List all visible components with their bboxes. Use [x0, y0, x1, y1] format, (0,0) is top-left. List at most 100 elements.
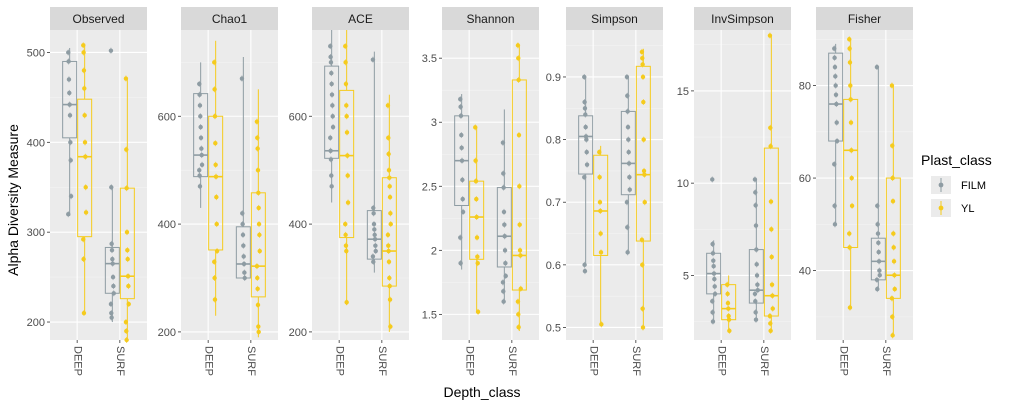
data-point [711, 258, 716, 263]
data-point [770, 306, 775, 311]
data-point [344, 300, 349, 305]
strip-ace [312, 7, 409, 30]
data-point [599, 322, 604, 327]
panel-chao1: Chao1 200 400 600 DEEP SURF [158, 7, 278, 376]
data-point [754, 247, 759, 252]
legend: Plast_class FILM YL [921, 152, 992, 217]
data-point [475, 254, 480, 259]
data-point [502, 234, 507, 239]
y-tick-label: 0.9 [546, 72, 561, 84]
data-point [753, 190, 758, 195]
x-tick-label-deep: DEEP [837, 346, 849, 376]
data-point [832, 222, 838, 227]
data-point [458, 260, 463, 266]
data-point [753, 317, 759, 322]
data-point [239, 76, 245, 81]
box-group-chao1-surf-yl [250, 89, 266, 338]
data-point [834, 101, 839, 107]
data-point [240, 211, 245, 216]
box-group-observed-deep-yl [77, 42, 93, 317]
data-point [197, 103, 203, 108]
strip-fisher [816, 7, 913, 30]
data-point [890, 333, 895, 338]
data-point [889, 83, 895, 88]
data-point [891, 245, 896, 250]
panel-bg-simpson [566, 30, 663, 340]
data-point [755, 282, 760, 287]
data-point [890, 314, 895, 320]
box-group-shannon-deep-yl [469, 124, 485, 315]
data-point [343, 232, 348, 238]
data-point [124, 337, 129, 343]
data-point [500, 140, 506, 145]
data-point [387, 175, 392, 180]
box-group-observed-surf-film [104, 47, 120, 323]
data-point [256, 221, 262, 227]
data-point [370, 254, 376, 259]
data-point [255, 302, 261, 308]
y-tick-label: 300 [27, 227, 45, 239]
data-point [328, 157, 334, 162]
data-point [640, 55, 645, 61]
data-point [110, 261, 115, 266]
data-point [257, 232, 262, 238]
box-group-simpson-deep-yl [593, 145, 609, 328]
data-point [597, 174, 602, 180]
box-group-observed-surf-yl [119, 75, 135, 343]
data-point [847, 46, 852, 51]
data-point [892, 286, 897, 292]
data-point [584, 149, 589, 155]
data-point [198, 114, 203, 119]
data-point [197, 184, 203, 189]
data-point [710, 319, 716, 324]
panel-bg-ace [312, 30, 409, 340]
data-point [255, 275, 260, 281]
data-point [458, 113, 464, 119]
data-point [625, 250, 630, 255]
box [339, 89, 355, 239]
data-point [626, 149, 631, 155]
x-tick-label-deep: DEEP [333, 346, 345, 376]
data-point [710, 299, 715, 304]
data-point [503, 273, 508, 279]
strip-label-shannon: Shannon [466, 12, 514, 26]
data-point [641, 168, 647, 174]
y-tick-label: 200 [289, 327, 307, 339]
data-point [516, 77, 521, 83]
strip-label-invsimpson: InvSimpson [711, 12, 774, 26]
data-point [329, 81, 334, 87]
y-tick-label: 500 [27, 47, 45, 59]
data-point [726, 313, 731, 319]
data-point [458, 96, 463, 102]
data-point [328, 60, 334, 65]
data-point [892, 273, 897, 278]
data-point [710, 177, 715, 182]
data-point [584, 137, 589, 142]
data-point [598, 250, 604, 255]
data-point [108, 48, 114, 53]
data-point [373, 248, 378, 254]
data-point [639, 49, 645, 55]
data-point [582, 174, 587, 180]
data-point [329, 184, 334, 189]
data-point [241, 243, 246, 248]
data-point [597, 149, 602, 155]
data-point [198, 135, 204, 141]
data-point [725, 282, 730, 287]
data-point [68, 158, 73, 163]
data-point [501, 289, 506, 294]
data-point [82, 86, 87, 91]
data-point [712, 276, 717, 282]
box [366, 210, 382, 260]
data-point [460, 177, 465, 183]
data-point [890, 198, 896, 204]
y-tick-label: 40 [799, 266, 811, 278]
strip-observed [50, 7, 147, 30]
data-point [501, 185, 506, 190]
data-point [877, 273, 882, 278]
data-point [726, 306, 731, 311]
data-point [67, 90, 72, 96]
data-point [329, 92, 335, 97]
data-point [344, 248, 349, 254]
legend-item-yl: YL [931, 199, 974, 217]
